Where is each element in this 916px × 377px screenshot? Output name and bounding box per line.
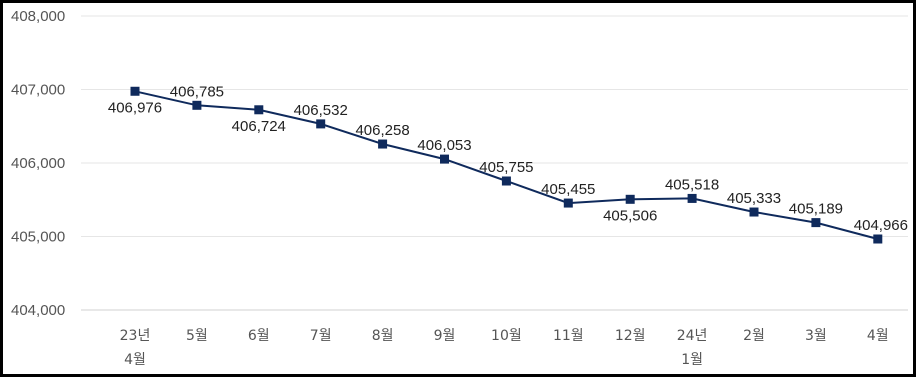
x-tick-label: 11월: [553, 328, 584, 344]
data-point-marker: [378, 139, 388, 149]
data-point-marker: [192, 100, 202, 110]
data-label: 405,189: [789, 201, 843, 218]
data-point-marker: [749, 207, 759, 217]
data-label: 405,333: [727, 190, 781, 207]
x-tick-label: 7월: [310, 328, 332, 344]
data-label: 405,755: [479, 159, 533, 176]
data-label: 406,532: [294, 102, 348, 119]
data-point-marker: [501, 176, 511, 186]
data-point-marker: [625, 194, 635, 204]
x-tick-label: 10월: [491, 328, 522, 344]
data-point-marker: [130, 86, 140, 96]
data-label: 406,724: [232, 118, 286, 135]
data-label: 405,506: [603, 207, 657, 224]
line-chart: 404,000 405,000 406,000 407,000 408,000 23년 4월…: [11, 8, 908, 368]
data-label: 406,053: [417, 137, 471, 154]
x-tick-label: 12월: [615, 328, 646, 344]
x-tick-label: 3월: [805, 328, 827, 344]
data-point-marker: [316, 119, 326, 129]
y-tick-label: 405,000: [11, 229, 65, 246]
y-tick-label: 404,000: [11, 302, 65, 319]
x-tick-label: 4월: [867, 328, 889, 344]
data-label: 405,455: [541, 181, 595, 198]
x-tick-label: 6월: [248, 328, 270, 344]
x-tick-label: 1월: [681, 352, 703, 368]
x-tick-label: 23년: [120, 328, 151, 344]
x-tick-label: 4월: [124, 352, 146, 368]
y-tick-label: 406,000: [11, 155, 65, 172]
data-label: 406,258: [355, 122, 409, 139]
data-point-marker: [563, 198, 573, 208]
y-tick-label: 408,000: [11, 8, 65, 25]
data-point-marker: [811, 218, 821, 228]
data-label: 404,966: [854, 217, 908, 234]
data-label: 406,976: [108, 99, 162, 116]
data-label: 406,785: [170, 83, 224, 100]
x-tick-label: 8월: [372, 328, 394, 344]
data-point-marker: [440, 154, 449, 164]
x-tick-label: 2월: [743, 328, 765, 344]
x-tick-label: 5월: [186, 328, 208, 344]
data-label: 405,518: [665, 176, 719, 193]
data-point-marker: [873, 234, 883, 244]
y-tick-label: 407,000: [11, 82, 65, 99]
x-tick-label: 9월: [434, 328, 456, 344]
data-point-marker: [254, 105, 264, 115]
x-tick-label: 24년: [677, 328, 708, 344]
data-point-marker: [687, 193, 697, 203]
